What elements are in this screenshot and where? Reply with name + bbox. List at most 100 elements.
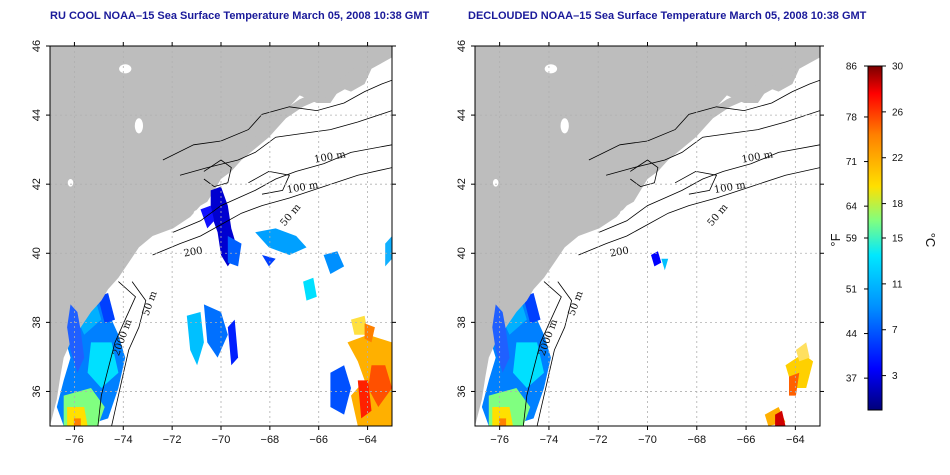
lake	[544, 64, 558, 74]
sst-patch	[227, 236, 242, 267]
fahrenheit-tick-label: 37	[846, 374, 858, 385]
bay-water	[67, 304, 85, 373]
sst-patch	[368, 365, 392, 407]
lake	[560, 118, 569, 134]
bathymetry-contour	[162, 79, 392, 161]
latitude-tick-label: 44	[456, 109, 468, 121]
bathymetry-contour	[536, 281, 573, 426]
latitude-tick-label: 40	[31, 247, 43, 259]
latitude-tick-label: 44	[31, 109, 43, 121]
sst-patch	[323, 251, 345, 274]
fahrenheit-tick-label: 59	[846, 234, 858, 245]
longitude-tick-label: −64	[786, 434, 805, 446]
latitude-tick-label: 36	[31, 385, 43, 397]
bathymetry-contour	[172, 144, 392, 233]
longitude-tick-label: −76	[65, 434, 84, 446]
fahrenheit-tick-label: 71	[846, 157, 858, 168]
latitude-tick-label: 42	[456, 178, 468, 190]
longitude-tick-label: −72	[163, 434, 182, 446]
bathymetry-contour	[203, 159, 232, 188]
sst-patch	[357, 380, 372, 419]
sst-patch	[67, 407, 88, 426]
nova-scotia-land	[221, 61, 369, 180]
bathymetry-contour	[522, 281, 562, 426]
sst-patch	[795, 342, 810, 362]
lake	[67, 179, 74, 187]
sst-patch	[385, 236, 392, 267]
sst-patch	[330, 365, 351, 415]
sst-patch	[255, 228, 307, 255]
sst-patch	[73, 418, 81, 426]
longitude-tick-label: −70	[212, 434, 231, 446]
sst-patch	[499, 418, 507, 426]
sst-patch	[227, 319, 239, 366]
graticule	[50, 46, 392, 426]
celsius-tick-label: 11	[892, 279, 903, 290]
celsius-tick-label: 18	[892, 199, 904, 210]
fahrenheit-unit-label: °F	[828, 233, 843, 246]
land-mass	[475, 46, 820, 426]
fahrenheit-tick-label: 51	[846, 284, 858, 295]
celsius-tick-label: 22	[892, 153, 904, 164]
bathymetry-contour	[248, 170, 290, 195]
colorbar: 86 78 71 64 59 51 44 37 30 26 22 18 15 11 7 3 °F °C	[828, 62, 938, 411]
sst-patch	[523, 293, 541, 324]
contour-label: 200	[609, 245, 630, 259]
sst-patch	[87, 342, 119, 388]
longitude-tick-label: −70	[638, 434, 657, 446]
bathymetry-contour	[674, 170, 718, 195]
contour-label: 200	[183, 245, 204, 259]
bathymetry-contour	[599, 144, 820, 233]
latitude-tick-label: 38	[456, 316, 468, 328]
fahrenheit-tick-label: 44	[846, 329, 858, 340]
longitude-tick-label: −66	[309, 434, 328, 446]
celsius-tick-label: 3	[892, 371, 898, 382]
sst-patch	[513, 342, 544, 388]
longitude-tick-label: −74	[540, 434, 559, 446]
sst-patch	[200, 205, 215, 229]
latitude-tick-label: 42	[31, 178, 43, 190]
lake	[619, 210, 627, 217]
bathymetry-contour	[588, 79, 820, 161]
latitude-tick-label: 40	[456, 247, 468, 259]
fahrenheit-tick-label: 86	[846, 62, 858, 73]
sst-patch	[492, 407, 513, 426]
sst-patch	[262, 255, 276, 267]
celsius-unit-label: °C	[923, 233, 938, 248]
lake	[134, 118, 144, 134]
sst-patch	[303, 277, 317, 301]
celsius-tick-label: 7	[892, 325, 898, 336]
latitude-tick-label: 38	[31, 316, 43, 328]
sst-patch	[789, 372, 800, 396]
lake	[193, 210, 201, 217]
sst-patch	[351, 315, 369, 335]
right-map-title: DECLOUDED NOAA–15 Sea Surface Temperatur…	[468, 10, 867, 22]
longitude-tick-label: −66	[737, 434, 756, 446]
bathymetry-contour	[111, 281, 147, 426]
nova-scotia-land	[647, 61, 796, 180]
sst-patch	[651, 251, 662, 267]
bathymetry-contour	[179, 110, 392, 176]
bathymetry-contour	[152, 167, 392, 256]
left-map-title: RU COOL NOAA–15 Sea Surface Temperature …	[50, 10, 430, 22]
longitude-tick-label: −72	[589, 434, 608, 446]
fahrenheit-tick-label: 64	[846, 202, 858, 213]
lake	[119, 64, 132, 74]
longitude-tick-label: −68	[261, 434, 280, 446]
celsius-tick-label: 15	[892, 234, 904, 245]
bathymetry-contour	[630, 159, 659, 188]
sst-patch	[97, 293, 115, 324]
latitude-tick-label: 46	[456, 40, 468, 52]
fahrenheit-tick-label: 78	[846, 112, 858, 123]
sst-patch	[661, 258, 669, 271]
sst-patch	[186, 312, 204, 366]
longitude-tick-label: −68	[687, 434, 706, 446]
graticule	[475, 46, 820, 426]
bathymetry-contour	[97, 281, 136, 426]
colorbar-gradient	[867, 65, 883, 411]
lake	[492, 179, 499, 187]
land-mass	[50, 46, 392, 426]
